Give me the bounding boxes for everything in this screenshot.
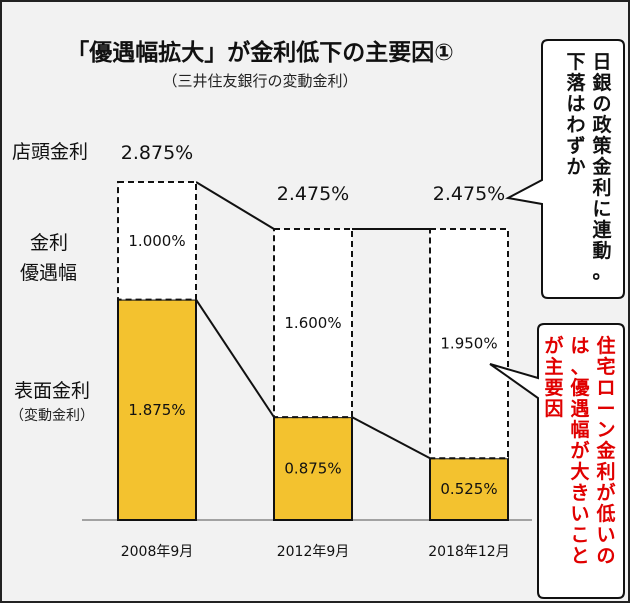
boj-callout-char: 動 [592,240,611,262]
boj-callout-char: 。 [592,261,611,283]
storefront-total-value: 2.475% [433,183,505,205]
main-cause-callout-char: 要 [544,377,563,399]
boj-callout-char: 金 [591,155,612,178]
main-cause-callout-char: の [596,545,615,567]
boj-callout-char: の [592,93,611,115]
discount-bar [273,228,353,419]
main-cause-callout-char: 住 [596,334,615,357]
main-cause-callout-char: 大 [570,460,589,483]
main-cause-callout-char: 主 [544,356,563,378]
main-cause-callout-char: が [596,481,615,504]
x-axis-ticks: 2008年9月 2012年9月 2018年12月 [121,544,510,560]
main-cause-callout-char: 低 [595,502,615,525]
boj-callout-char: に [592,198,611,220]
chart-subtitle: （三井住友銀行の変動金利） [162,72,357,90]
boj-callout-box [504,39,625,299]
surface-rate-label-line2: （変動金利） [10,407,94,424]
surface-connector-line [195,299,275,418]
boj-callout-char: ず [566,135,585,157]
x-tick-label: 2008年9月 [121,544,194,560]
chart-title: 「優遇幅拡大」が金利低下の主要因① [66,39,453,66]
boj-callout-char: 連 [592,218,612,241]
main-cause-callout-char: き [570,482,589,504]
main-cause-callout-char: ン [596,419,615,441]
boj-callout-char: 銀 [592,71,611,94]
main-cause-callout-char: が [570,439,589,462]
main-cause-callout-char: い [570,503,589,525]
main-cause-callout-char: い [596,524,615,546]
bars-layer [117,181,509,521]
boj-callout-char: わ [566,114,585,136]
main-cause-callout-char: 、 [570,356,589,378]
main-cause-callout-char: こ [570,524,589,546]
boj-callout-char: 日 [592,51,611,73]
value-labels-layer: 1.875% 1.000% 0.875% 1.600% 0.525% 1.950% [128,232,497,498]
surface-rate-value: 0.875% [284,460,341,478]
discount-label-line1: 金利 [30,232,68,254]
surface-connector-line [351,416,431,460]
boj-callout-char: 政 [592,113,612,136]
discount-bar [117,181,197,301]
main-cause-callout-char: 幅 [570,418,589,441]
x-tick-label: 2018年12月 [428,544,509,560]
surface-rate-value: 1.875% [128,401,185,419]
main-cause-callout-char: 金 [595,439,616,462]
storefront-total-value: 2.875% [121,142,193,164]
main-cause-callout-char: 遇 [570,398,589,420]
storefront-connector-line [195,181,275,230]
main-cause-callout-char: が [544,334,563,357]
boj-callout-char: 下 [566,51,585,73]
surface-rate-label-line1: 表面金利 [14,380,90,402]
storefront-total-value: 2.475% [277,183,349,205]
boj-callout-char: 策 [592,134,612,157]
surface-rate-bar [117,298,197,521]
total-labels-layer: 2.875% 2.475% 2.475% [121,142,505,205]
main-cause-callout-box [489,323,625,599]
boj-callout-char: は [566,93,585,115]
boj-callout-char: か [566,156,585,178]
discount-label-line2: 優遇幅 [20,262,77,284]
main-cause-callout-char: は [570,335,589,357]
storefront-rate-label: 店頭金利 [12,141,88,163]
discount-bar [429,228,509,460]
main-cause-callout-char: 宅 [596,355,615,378]
discount-value: 1.950% [440,335,497,353]
main-cause-callout-char: 因 [544,398,563,420]
surface-rate-value: 0.525% [440,480,497,498]
surface-rate-bar [273,416,353,521]
main-cause-callout-char: 優 [569,376,590,399]
boj-callout-char: 利 [592,177,611,199]
main-cause-callout-char: 利 [596,461,615,483]
x-tick-label: 2012年9月 [277,544,350,560]
discount-value: 1.000% [128,232,185,250]
main-cause-callout-char: ロ [596,377,615,399]
main-cause-callout-char: ー [596,398,615,420]
discount-value: 1.600% [284,314,341,332]
boj-callout-char: 落 [566,71,586,94]
main-cause-callout-char: と [570,545,589,567]
